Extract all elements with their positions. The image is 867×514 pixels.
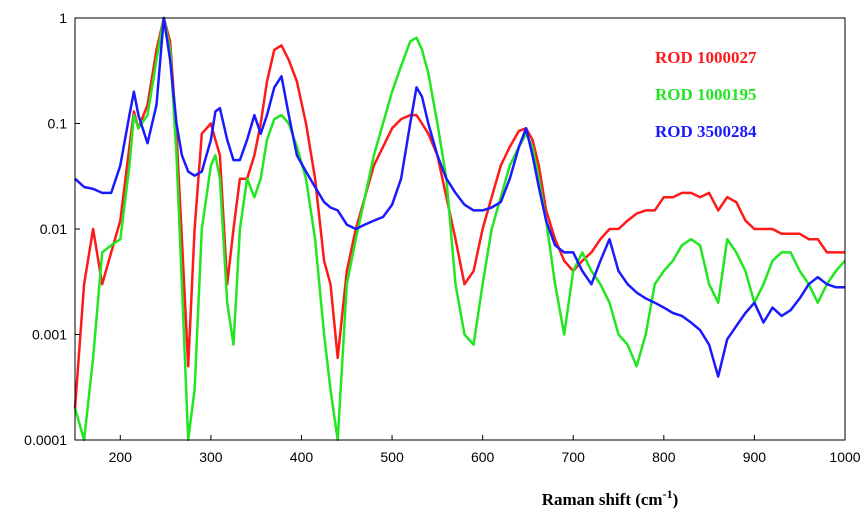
x-tick-label: 300 <box>199 449 223 465</box>
x-tick-label: 500 <box>380 449 404 465</box>
x-axis-title-superscript: -1 <box>663 487 673 501</box>
y-tick-label: 0.001 <box>32 327 67 343</box>
legend: ROD 1000027 ROD 1000195 ROD 3500284 <box>655 48 757 141</box>
series-line-1 <box>73 16 845 409</box>
x-tick-label: 1000 <box>829 449 860 465</box>
series-line-3 <box>74 16 845 378</box>
x-tick-label: 700 <box>562 449 586 465</box>
x-axis-title: Raman shift (cm-1) <box>542 487 679 509</box>
x-tick-label: 600 <box>471 449 495 465</box>
legend-entry-3: ROD 3500284 <box>655 122 757 141</box>
legend-entry-1: ROD 1000027 <box>655 48 757 67</box>
x-axis-title-text: Raman shift (cm <box>542 490 663 509</box>
x-axis-title-close: ) <box>673 490 679 509</box>
series-layer <box>73 16 846 442</box>
series-line-2 <box>73 16 846 442</box>
y-tick-label: 0.0001 <box>24 432 67 448</box>
axis-layer: 200 300 400 500 600 700 800 900 1000 1 0.1 0.01 0.00… <box>24 10 861 465</box>
y-tick-label: 0.01 <box>40 221 67 237</box>
x-tick-label: 200 <box>109 449 133 465</box>
y-tick-label: 1 <box>59 10 67 26</box>
x-tick-label: 900 <box>743 449 767 465</box>
x-tick-label: 400 <box>290 449 314 465</box>
y-tick-label: 0.1 <box>48 116 68 132</box>
plot-frame <box>74 17 846 441</box>
x-tick-label: 800 <box>652 449 676 465</box>
legend-entry-2: ROD 1000195 <box>655 85 757 104</box>
